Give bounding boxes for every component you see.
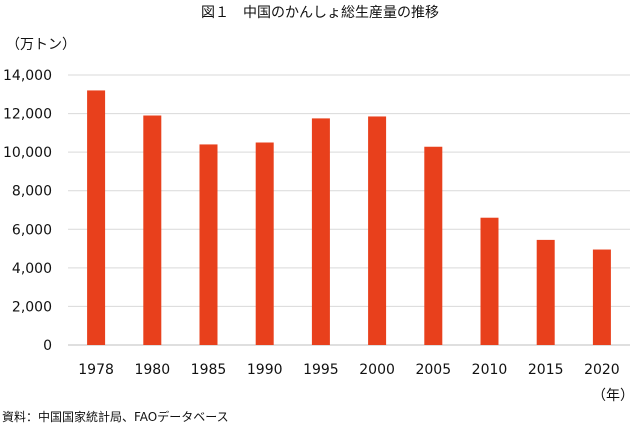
bar-1995: [311, 118, 330, 346]
x-tick-label: 2010: [472, 362, 508, 378]
y-tick-label: 4,000: [12, 261, 52, 277]
bar-1990: [255, 142, 274, 345]
bar-2000: [368, 116, 387, 345]
x-tick-label: 1985: [191, 362, 227, 378]
bar-2015: [536, 239, 555, 345]
x-tick-label: 1978: [78, 362, 114, 378]
x-tick-labels: 1978 1980 1985 1990 1995 2000 2005 2010 2015 2020: [78, 362, 619, 378]
bar-1985: [199, 144, 218, 345]
y-axis-label: （万トン）: [6, 37, 76, 53]
x-tick-label: 1990: [247, 362, 283, 378]
y-tick-labels: 0 2,000 4,000 6,000 8,000 10,000 12,000 14,000: [3, 68, 52, 354]
bar-2020: [592, 249, 611, 345]
x-tick-label: 1995: [303, 362, 339, 378]
source-note: 資料：中国国家統計局、FAOデータベース: [2, 409, 229, 424]
x-tick-label: 2005: [415, 362, 451, 378]
y-tick-label: 0: [43, 338, 52, 354]
chart-title: 図１ 中国のかんしょ総生産量の推移: [201, 5, 439, 21]
x-axis-label: （年）: [592, 388, 634, 404]
bar-1980: [143, 115, 162, 345]
y-tick-label: 10,000: [3, 145, 52, 161]
bar-2005: [424, 146, 443, 345]
y-tick-label: 8,000: [12, 184, 52, 200]
y-tick-label: 6,000: [12, 222, 52, 238]
x-tick-label: 2000: [359, 362, 395, 378]
y-tick-label: 2,000: [12, 299, 52, 315]
x-tick-label: 1980: [134, 362, 170, 378]
y-tick-label: 14,000: [3, 68, 52, 84]
x-tick-label: 2020: [584, 362, 620, 378]
bars: [87, 90, 611, 346]
x-tick-label: 2015: [528, 362, 564, 378]
bar-1978: [87, 90, 106, 345]
gridlines: [68, 74, 630, 346]
bar-2010: [480, 217, 499, 345]
y-tick-label: 12,000: [3, 107, 52, 123]
